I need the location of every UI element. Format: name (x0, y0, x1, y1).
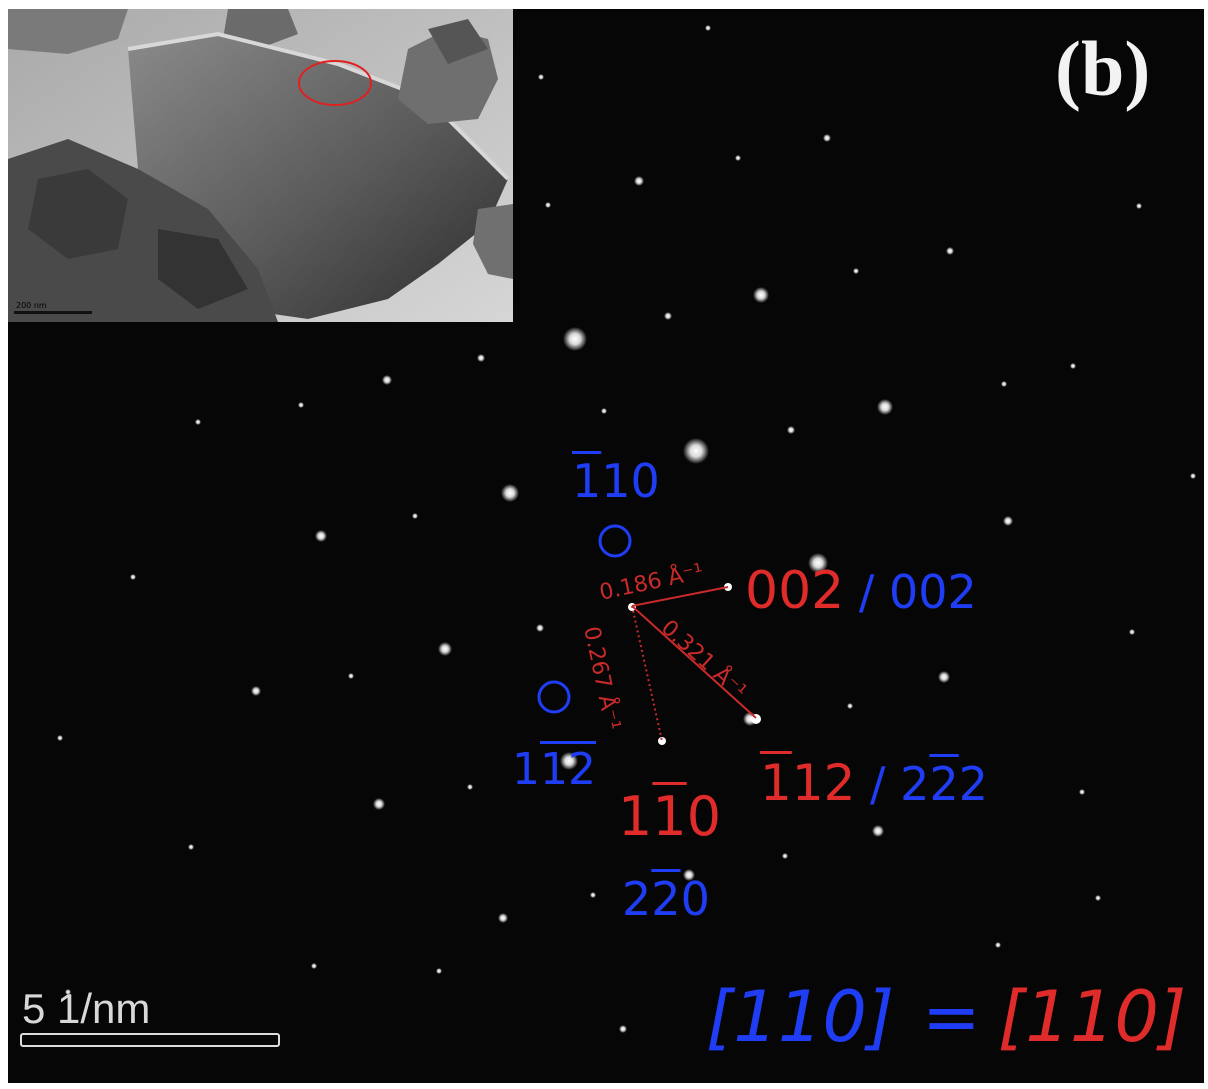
label-red-1-1bar-0: 110 (618, 785, 722, 848)
diffraction-spot (946, 247, 954, 255)
diffraction-spot (538, 74, 544, 80)
diffraction-spot (130, 574, 136, 580)
label-002-group: 002 / 002 (745, 565, 977, 617)
label-blue-1bar10: 110 (572, 454, 660, 508)
diffraction-spot (560, 752, 578, 770)
label-blue-2-2bar-0: 220 (622, 872, 710, 926)
diffraction-spot (634, 176, 644, 186)
diffraction-spot (65, 989, 71, 995)
measure-line-110 (631, 605, 663, 742)
diffraction-spot (590, 892, 596, 898)
label-blue-1-1bar-2bar: 112 (512, 744, 596, 795)
diffraction-spot (872, 825, 884, 837)
diffraction-spot (877, 399, 893, 415)
diffraction-spot (498, 913, 508, 923)
diffraction-spot (536, 624, 544, 632)
diffraction-spot (705, 25, 711, 31)
diffraction-spot (853, 268, 859, 274)
diffraction-spot (298, 402, 304, 408)
indexed-spot (658, 737, 666, 745)
diffraction-spot (995, 942, 1001, 948)
measure-line-002 (631, 586, 729, 607)
diffraction-spot (188, 844, 194, 850)
diffraction-spot (847, 703, 853, 709)
diffraction-spot (619, 1025, 627, 1033)
blue-circle-lower (537, 680, 571, 714)
label-red-002: 002 (745, 561, 845, 621)
tem-micrograph (8, 9, 513, 322)
overbar-digit: 1 (572, 454, 602, 508)
label-blue-002: / 002 (844, 565, 977, 619)
diffraction-spot (735, 155, 741, 161)
scale-bar (20, 1033, 280, 1047)
diffraction-spot (1129, 629, 1135, 635)
diffraction-spot (683, 869, 695, 881)
diffraction-spot (1095, 895, 1101, 901)
diffraction-spot (251, 686, 261, 696)
diffraction-spot (753, 287, 769, 303)
measure-line-112 (631, 605, 757, 719)
diffraction-spot (373, 798, 385, 810)
diffraction-spot (348, 673, 354, 679)
diffraction-spots (57, 25, 1196, 1033)
diffraction-spot (412, 513, 418, 519)
diffraction-spot (436, 968, 442, 974)
diffraction-spot (1190, 473, 1196, 479)
diffraction-spot (563, 327, 587, 351)
label-blue-2bar22: / 222 (855, 757, 989, 811)
diffraction-spot (664, 312, 672, 320)
diffraction-spot (1001, 381, 1007, 387)
diffraction-spot (501, 484, 519, 502)
label-112-group: 112 / 222 (760, 758, 988, 808)
diffraction-spot (545, 202, 551, 208)
zone-axis-red: [110] (998, 976, 1187, 1058)
diffraction-spot (438, 642, 452, 656)
zone-axis-equals: = (922, 976, 981, 1058)
diffraction-spot (787, 426, 795, 434)
panel-label: (b) (1055, 25, 1151, 112)
label-red-1bar12: 112 (760, 754, 856, 812)
diffraction-spot (782, 853, 788, 859)
diffraction-spot (1079, 789, 1085, 795)
diffraction-spot (477, 354, 485, 362)
diffraction-spot (195, 419, 201, 425)
diffraction-spot (315, 530, 327, 542)
diffraction-spot (1003, 516, 1013, 526)
scale-bar-label: 5 1/nm (22, 985, 151, 1032)
diffraction-spot (1136, 203, 1142, 209)
inset-scale-label: 200 nm (16, 301, 47, 310)
diffraction-spot (683, 438, 709, 464)
diffraction-spot (808, 553, 828, 573)
diffraction-spot (57, 735, 63, 741)
diffraction-spot (938, 671, 950, 683)
diffraction-spot (467, 784, 473, 790)
inset-tem-image: 200 nm (8, 9, 513, 322)
diffraction-spot (823, 134, 831, 142)
diffraction-spot (311, 963, 317, 969)
diffraction-spot (1070, 363, 1076, 369)
diffraction-spot (601, 408, 607, 414)
blue-circle-upper (598, 524, 632, 558)
diffraction-spot (382, 375, 392, 385)
zone-axis-blue: [110] (706, 976, 895, 1058)
